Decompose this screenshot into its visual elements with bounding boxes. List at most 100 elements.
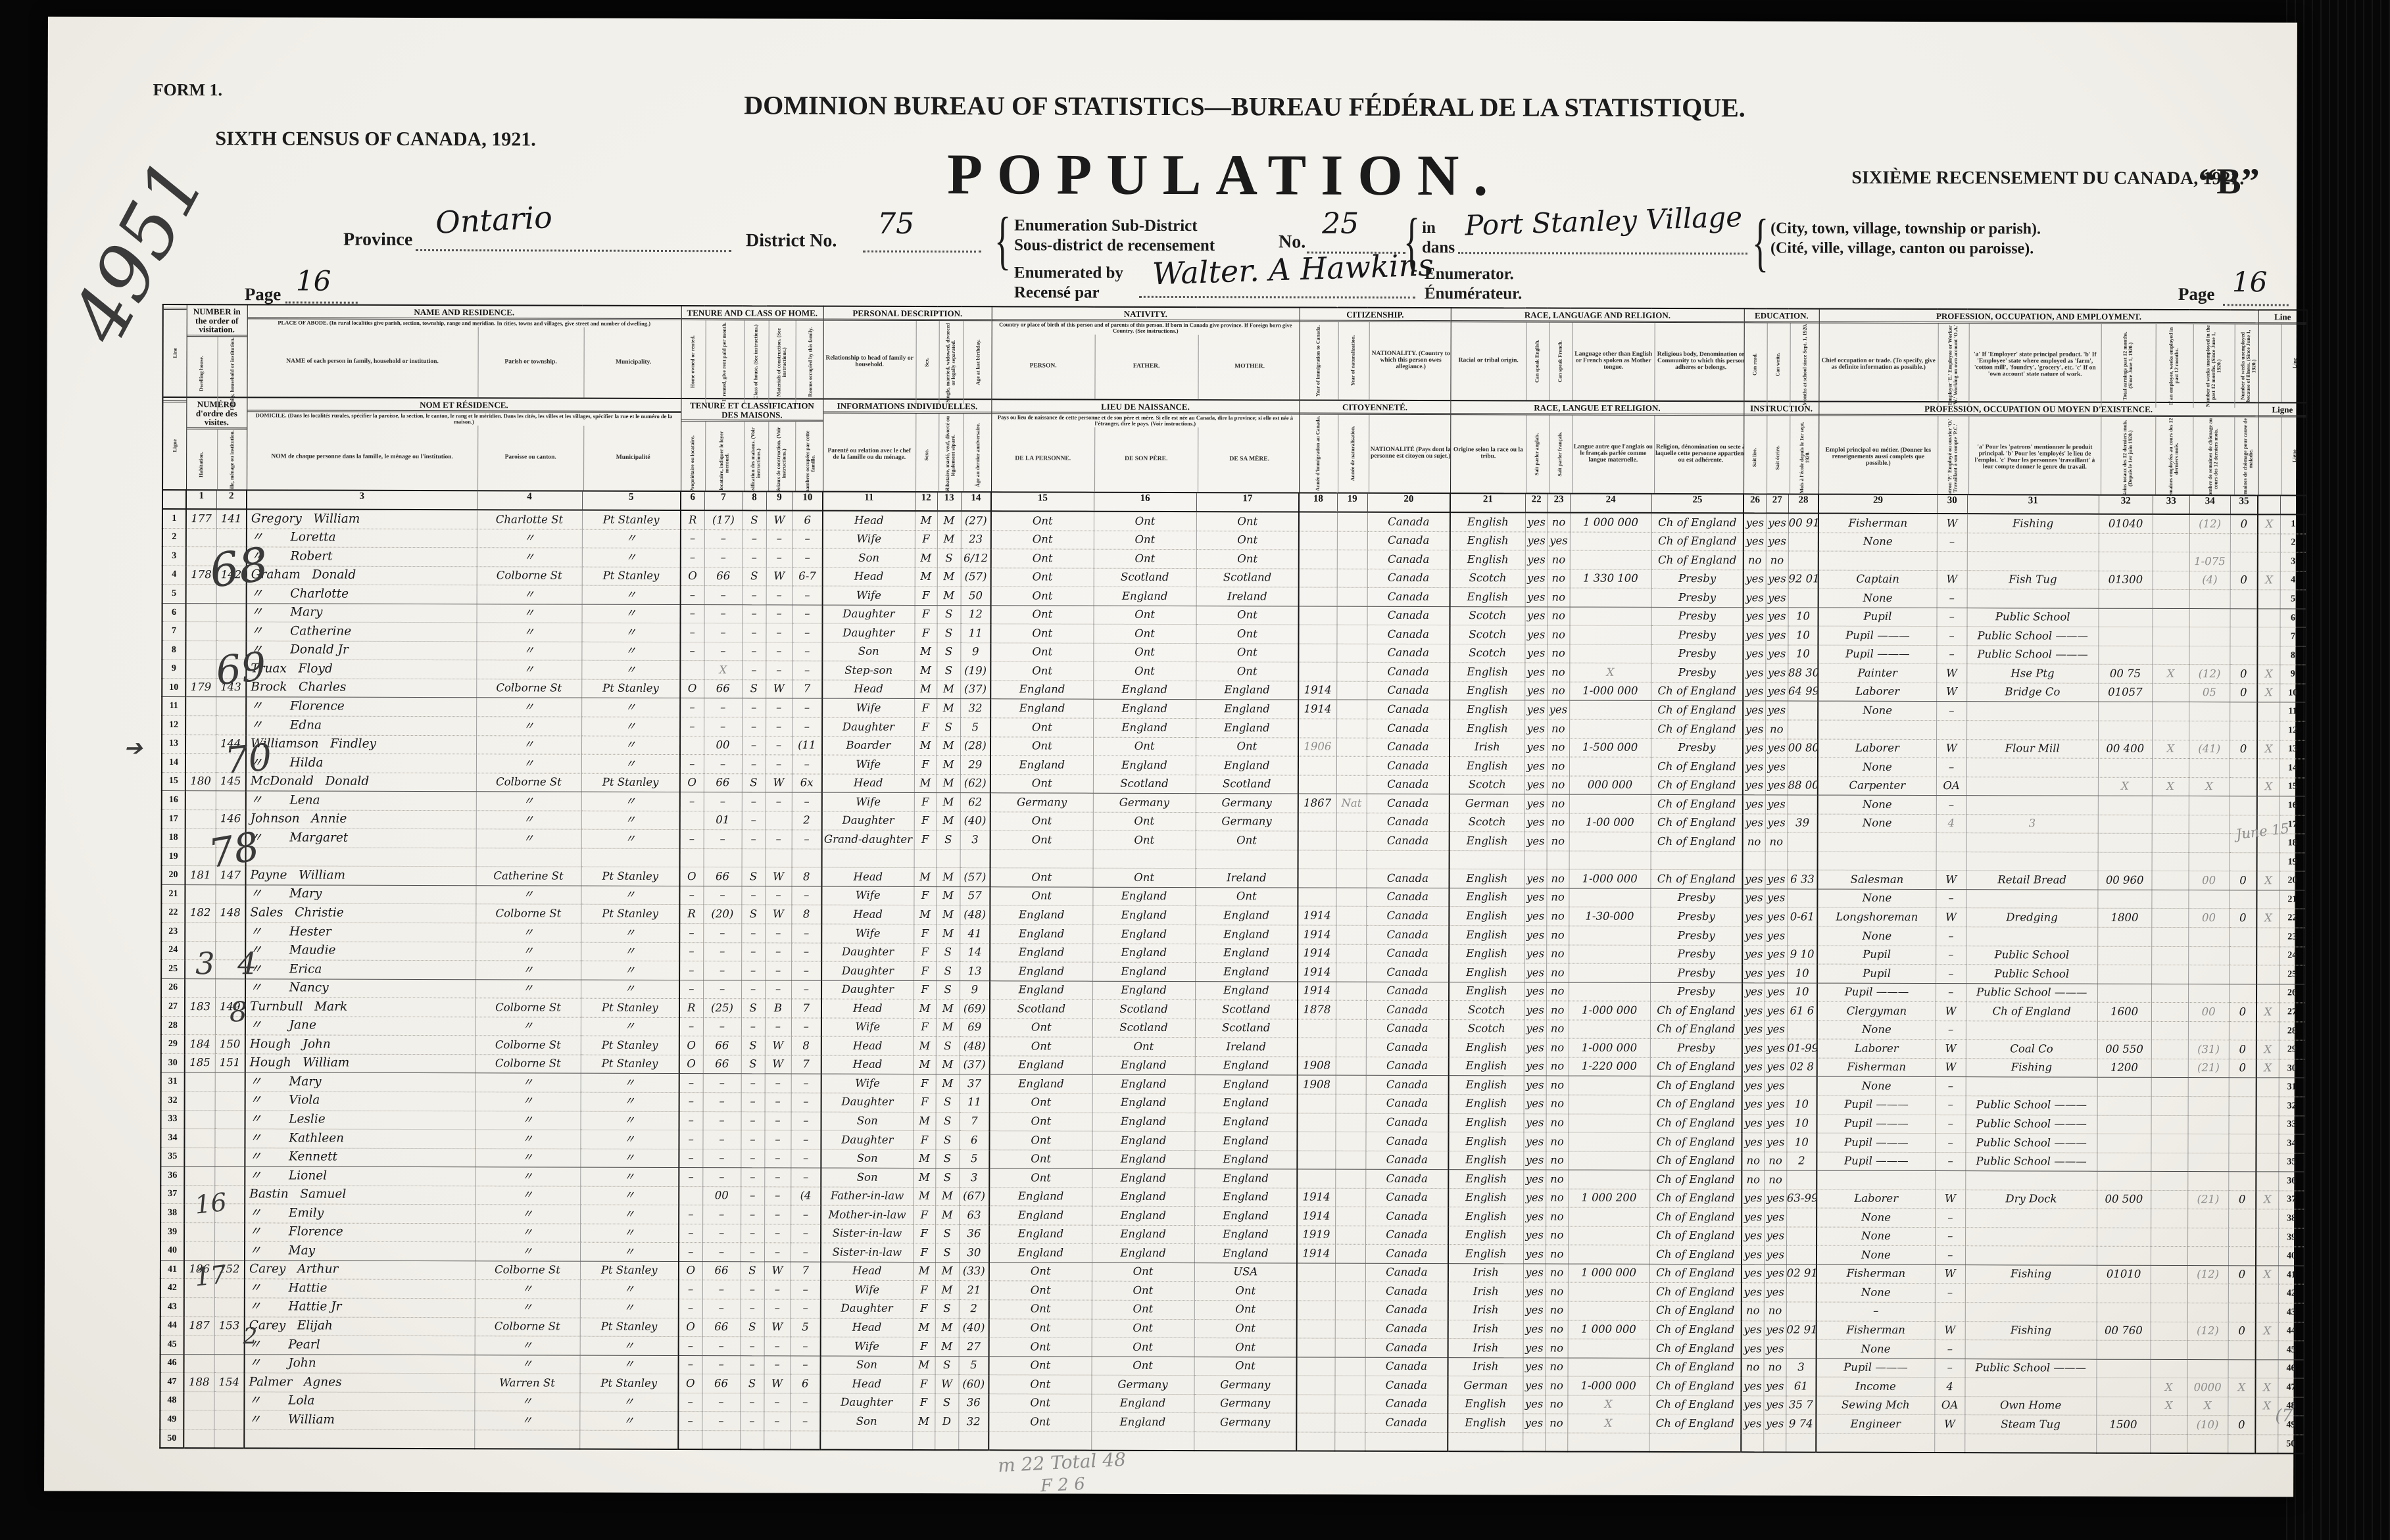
cell-rlg: Ch of England [1649, 1151, 1742, 1170]
cell-wr: yes [1765, 907, 1788, 926]
margin-note: (7 [2275, 1406, 2293, 1426]
cell-c33 [2151, 1209, 2188, 1228]
cell-ern [2096, 1303, 2151, 1322]
cell-imm [1298, 719, 1337, 738]
column-label-lnr-en: Line [2281, 324, 2308, 402]
cell-imm: 1914 [1298, 700, 1337, 719]
cell-name: 〃 Nancy [245, 978, 476, 998]
cell-sex: M [914, 642, 937, 662]
cell-en: yes [1523, 1038, 1547, 1057]
cell-c2: 154 [214, 1372, 245, 1392]
cell-age: 13 [960, 961, 990, 981]
cell-sch: 01-99 [1786, 1039, 1818, 1058]
cell-rel: Wife [820, 1280, 913, 1300]
cell-c7: – [704, 717, 743, 736]
cell-mun: 〃 [581, 717, 681, 736]
cell-mun: 〃 [580, 1167, 679, 1187]
cell-bpp: Ont [990, 736, 1094, 756]
cell-c33 [2151, 1115, 2188, 1134]
cell-rlg: Presby [1650, 963, 1743, 983]
cell-age: 37 [959, 1074, 990, 1094]
cell-rel: Daughter [821, 961, 914, 981]
cell-emp: W [1935, 1058, 1966, 1078]
cell-c1 [185, 978, 216, 998]
cell-org: English [1449, 869, 1524, 888]
marginalia-layer: 4951 ➔ 68 69 70 78 3 4 8 16 17 2 June 15 m 22 Total 4… [48, 17, 2297, 1496]
cell-rlg: Presby [1651, 588, 1744, 608]
cell-rd: yes [1743, 569, 1766, 589]
cell-org: Scotch [1449, 1019, 1524, 1039]
cell-ln: 18 [161, 828, 185, 848]
cell-whr: Public School [1966, 608, 2099, 627]
cell-c33 [2151, 796, 2189, 815]
cell-par: 〃 [474, 1242, 581, 1262]
cell-rd: no [1741, 1358, 1764, 1378]
cell-c35 [2229, 1021, 2257, 1041]
cell-imm: 1914 [1298, 925, 1336, 944]
cell-ln: 27 [160, 997, 185, 1017]
cell-fr: no [1547, 588, 1570, 607]
cell-wr: yes [1764, 1039, 1788, 1058]
cell-whr: Flour Mill [1966, 739, 2099, 759]
cell-ern [2097, 965, 2152, 984]
cell-emp: W [1937, 514, 1968, 533]
cell-bpm: Germany [1195, 812, 1298, 832]
cell-par: 〃 [474, 1298, 580, 1318]
cell-mt: X [1567, 1414, 1649, 1433]
cell-nat: Canada [1365, 1413, 1448, 1433]
cell-en: yes [1524, 588, 1548, 607]
cell-c8: – [742, 717, 766, 736]
cell-en: yes [1524, 663, 1548, 682]
cell-wr: no [1765, 550, 1789, 570]
cell-c10: – [792, 642, 823, 662]
cell-nat [1365, 1432, 1448, 1452]
cell-c2 [214, 1429, 245, 1449]
cell-rd: no [1743, 550, 1767, 570]
cell-c34 [2187, 1228, 2229, 1247]
column-label-mun-fr: Municipalité [583, 425, 681, 491]
cell-name: 〃 Margaret [245, 829, 476, 848]
group-note-en: Country or place of birth of this person… [999, 320, 1292, 335]
cell-rlg: Ch of England [1650, 813, 1743, 833]
cell-name: 〃 Florence [245, 1222, 476, 1243]
cell-nat: Canada [1365, 1263, 1449, 1283]
cell-c34 [2189, 758, 2230, 778]
cell-c2 [215, 790, 246, 810]
cell-c9: – [766, 623, 793, 642]
cell-age: 30 [959, 1243, 990, 1263]
cell-c1: 183 [184, 997, 216, 1017]
cell-rd: yes [1742, 1076, 1765, 1095]
cell-mt [1568, 1170, 1650, 1190]
group-title-en: Line [2258, 310, 2307, 325]
cell-rd: yes [1742, 1001, 1765, 1021]
cell-imm [1298, 869, 1336, 888]
column-number: 33 [2153, 494, 2190, 515]
cell-bpm: England [1195, 944, 1298, 963]
cell-rlg: Ch of England [1651, 682, 1744, 702]
cell-c35 [2228, 1247, 2256, 1266]
cell-age: (40) [960, 811, 990, 831]
cell-mk [2257, 552, 2281, 571]
cell-bpm: Ont [1194, 1300, 1297, 1320]
cell-mun: Pt Stanley [581, 679, 681, 699]
cell-sex: F [913, 1130, 936, 1150]
cell-name: 〃 Kennett [245, 1147, 476, 1167]
cell-c33 [2151, 1228, 2188, 1247]
cell-c33 [2151, 1284, 2188, 1303]
column-label-c10-fr: Chambres occupées par cette famille. [794, 421, 823, 492]
cell-c33 [2152, 589, 2189, 609]
cell-ern [2097, 1115, 2151, 1134]
cell-mar: M [936, 905, 960, 925]
cell-c9: – [764, 1092, 791, 1112]
cell-bpp: Ont [989, 1093, 1092, 1113]
cell-sch: 35 7 [1786, 1395, 1817, 1415]
margin-note: 4 [237, 946, 257, 982]
cell-mun: Pt Stanley [580, 998, 680, 1018]
column-label-wr-en: Can write. [1767, 323, 1790, 406]
cell-c35 [2228, 1284, 2256, 1303]
cell-c6: – [679, 1242, 703, 1262]
cell-c8: S [741, 867, 766, 886]
cell-c8: – [741, 1167, 765, 1187]
cell-bpm: England [1194, 1243, 1298, 1263]
cell-wr: yes [1763, 1339, 1786, 1359]
